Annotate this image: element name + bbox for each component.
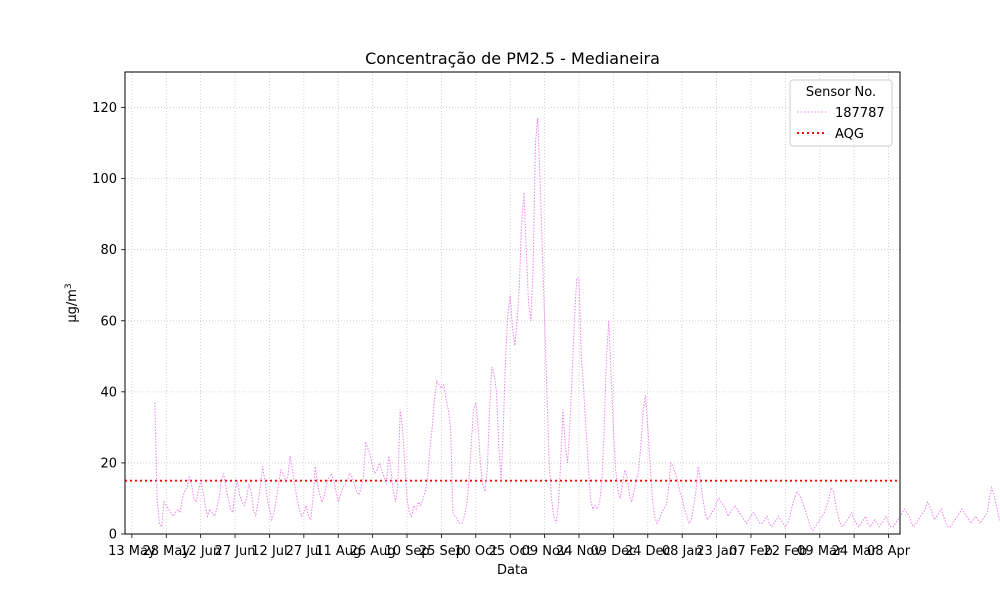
y-axis-label: μg/m3 xyxy=(64,283,80,322)
chart-title: Concentração de PM2.5 - Medianeira xyxy=(365,49,660,68)
x-tick-label: 23 Jan xyxy=(696,544,737,559)
x-tick-label: 24 Nov xyxy=(556,544,602,559)
x-tick-label: 10 Oct xyxy=(454,544,497,559)
x-tick-label: 25 Oct xyxy=(489,544,532,559)
x-tick-label: 25 Sep xyxy=(419,544,464,559)
legend: Sensor No. 187787 AQG xyxy=(789,79,893,147)
x-tick-label: 10 Sep xyxy=(384,544,429,559)
y-tick-label: 120 xyxy=(92,101,117,116)
x-tick-label: 07 Feb xyxy=(729,544,773,559)
y-tick-label: 0 xyxy=(109,528,117,543)
x-tick-label: 24 Mar xyxy=(832,544,878,559)
x-tick-label: 12 Jul xyxy=(251,544,287,559)
series-layer xyxy=(154,118,1000,532)
x-tick-label: 28 May xyxy=(142,544,190,559)
grid-lines xyxy=(125,72,900,535)
y-axis-label-superscript: 3 xyxy=(64,283,74,289)
legend-label-187787: 187787 xyxy=(835,106,885,121)
y-tick-label: 20 xyxy=(100,456,117,471)
y-tick-label: 100 xyxy=(92,172,117,187)
x-tick-label: 13 May xyxy=(108,544,156,559)
x-tick-label: 08 Apr xyxy=(867,544,911,559)
plot-frame xyxy=(124,71,901,535)
x-tick-label: 26 Aug xyxy=(350,544,396,559)
x-tick-label: 27 Jun xyxy=(215,544,256,559)
legend-box xyxy=(789,79,893,147)
y-tick-label: 40 xyxy=(100,385,117,400)
x-tick-label: 27 Jul xyxy=(286,544,322,559)
y-axis-ticks: 0 20 40 60 80 100 120 xyxy=(92,101,125,543)
y-tick-label: 60 xyxy=(100,314,117,329)
legend-label-aqg: AQG xyxy=(835,127,864,142)
x-tick-label: 11 Aug xyxy=(315,544,361,559)
x-tick-label: 08 Jan xyxy=(662,544,703,559)
x-tick-label: 24 Dec xyxy=(625,544,671,559)
legend-title: Sensor No. xyxy=(806,85,876,100)
x-tick-label: 09 Dec xyxy=(590,544,636,559)
x-tick-label: 12 Jun xyxy=(180,544,221,559)
x-tick-label: 22 Feb xyxy=(764,544,808,559)
x-axis-label: Data xyxy=(497,563,528,578)
x-tick-label: 09 Mar xyxy=(797,544,843,559)
y-tick-label: 80 xyxy=(100,243,117,258)
series-line-187787 xyxy=(154,118,1000,532)
y-axis-label-main: μg/m xyxy=(65,289,80,323)
x-tick-label: 09 Nov xyxy=(522,544,568,559)
